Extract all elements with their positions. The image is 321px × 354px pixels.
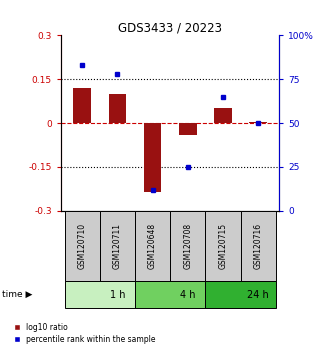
Bar — [73, 88, 91, 123]
Text: GSM120711: GSM120711 — [113, 223, 122, 269]
Bar — [240, 211, 276, 281]
Bar — [135, 281, 205, 308]
Text: 24 h: 24 h — [247, 290, 269, 300]
Text: GSM120716: GSM120716 — [254, 223, 263, 269]
Bar — [249, 122, 267, 123]
Bar — [170, 211, 205, 281]
Bar — [65, 211, 100, 281]
Bar — [108, 94, 126, 123]
Bar — [144, 123, 161, 192]
Text: GSM120708: GSM120708 — [183, 223, 192, 269]
Bar — [205, 211, 240, 281]
Bar — [205, 281, 276, 308]
Bar — [179, 123, 196, 135]
Text: GSM120648: GSM120648 — [148, 223, 157, 269]
Text: GSM120710: GSM120710 — [78, 223, 87, 269]
Text: 4 h: 4 h — [180, 290, 195, 300]
Bar — [100, 211, 135, 281]
Bar — [65, 281, 135, 308]
Text: GSM120715: GSM120715 — [218, 223, 228, 269]
Title: GDS3433 / 20223: GDS3433 / 20223 — [118, 21, 222, 34]
Text: time ▶: time ▶ — [2, 290, 32, 299]
Text: 1 h: 1 h — [109, 290, 125, 300]
Bar — [135, 211, 170, 281]
Bar — [214, 108, 232, 123]
Legend: log10 ratio, percentile rank within the sample: log10 ratio, percentile rank within the … — [13, 323, 155, 344]
